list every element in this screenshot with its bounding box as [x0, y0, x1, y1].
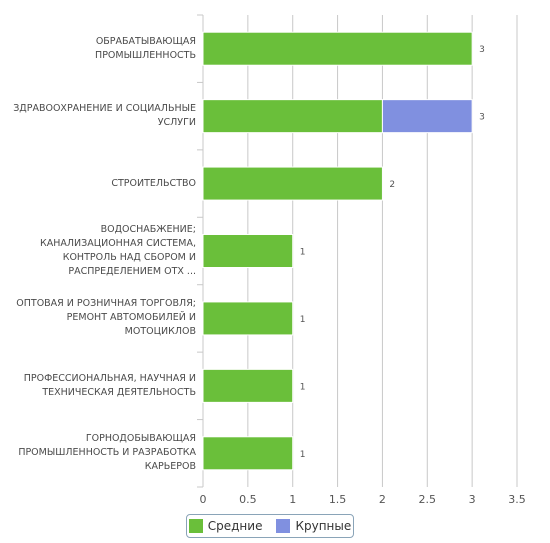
legend-label-medium: Средние [207, 519, 263, 533]
category-label-3: ВОДОСНАБЖЕНИЕ; КАНАЛИЗАЦИОННАЯ СИСТЕМА, … [40, 224, 196, 277]
category-label-5: ПРОФЕССИОНАЛЬНАЯ, НАУЧНАЯ И ТЕХНИЧЕСКАЯ … [23, 372, 196, 398]
bar-0-0 [202, 31, 473, 66]
data-label-2: 2 [389, 180, 395, 190]
data-label-1: 3 [479, 113, 485, 123]
data-label-4: 1 [300, 315, 306, 325]
legend-item-large[interactable]: Крупные [276, 519, 351, 533]
bar-0-5 [202, 368, 294, 403]
category-label-1: ЗДРАВООХРАНЕНИЕ И СОЦИАЛЬНЫЕ УСЛУГИ [13, 103, 196, 129]
data-label-5: 1 [300, 382, 306, 392]
x-tick-label-7: 3.5 [508, 493, 526, 506]
legend: Средние Крупные [186, 514, 354, 538]
bar-1-1 [381, 99, 473, 134]
x-tick-label-1: 0.5 [239, 493, 257, 506]
category-label-6: ГОРНОДОБЫВАЮЩАЯ ПРОМЫШЛЕННОСТЬ И РАЗРАБО… [18, 433, 196, 473]
category-label-2: СТРОИТЕЛЬСТВО [111, 177, 196, 189]
bar-0-2 [202, 166, 383, 201]
legend-swatch-medium [188, 519, 203, 533]
x-tick-label-4: 2 [379, 493, 386, 506]
x-tick-label-3: 1.5 [329, 493, 347, 506]
x-tick-label-0: 0 [200, 493, 207, 506]
legend-item-medium[interactable]: Средние [188, 519, 263, 533]
x-tick-label-2: 1 [289, 493, 296, 506]
legend-label-large: Крупные [295, 519, 352, 533]
data-label-0: 3 [479, 45, 485, 55]
bar-0-6 [202, 436, 294, 471]
data-label-3: 1 [300, 248, 306, 258]
x-tick-label-6: 3 [469, 493, 476, 506]
bar-0-3 [202, 234, 294, 268]
category-label-4: ОПТОВАЯ И РОЗНИЧНАЯ ТОРГОВЛЯ; РЕМОНТ АВТ… [16, 298, 196, 338]
category-label-0: ОБРАБАТЫВАЮЩАЯ ПРОМЫШЛЕННОСТЬ [95, 35, 196, 61]
data-label-6: 1 [300, 450, 306, 460]
x-tick-label-5: 2.5 [419, 493, 437, 506]
legend-swatch-large [276, 519, 291, 533]
bar-0-1 [202, 99, 383, 134]
bar-0-4 [202, 301, 294, 336]
